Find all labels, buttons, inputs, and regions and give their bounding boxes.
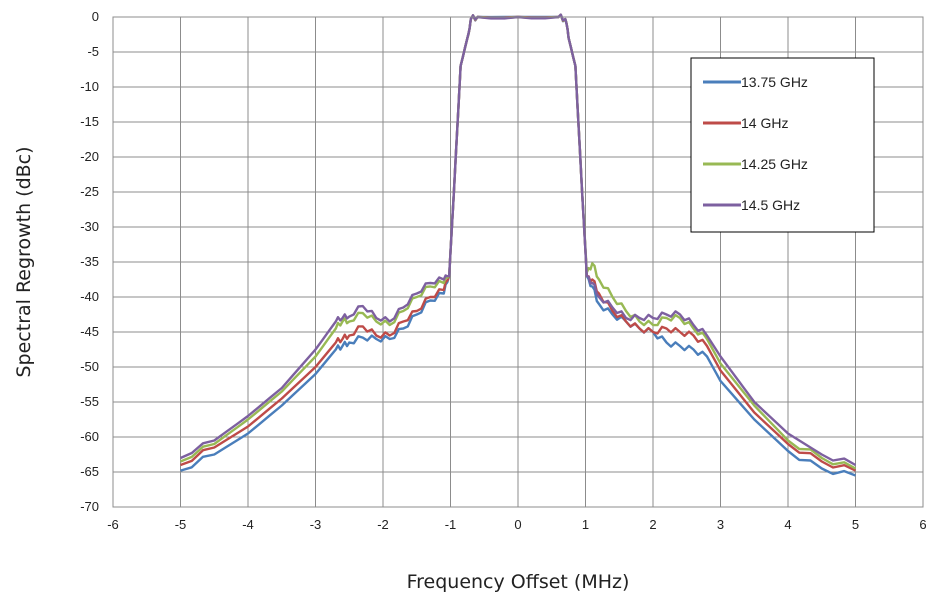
y-tick-label: -30 xyxy=(80,219,99,234)
y-tick-label: -35 xyxy=(80,254,99,269)
y-tick-label: -10 xyxy=(80,79,99,94)
y-tick-label: -5 xyxy=(87,44,99,59)
x-tick-label: -6 xyxy=(107,517,119,532)
y-tick-label: -15 xyxy=(80,114,99,129)
x-tick-label: -5 xyxy=(175,517,187,532)
x-tick-label: -2 xyxy=(377,517,389,532)
legend-label: 13.75 GHz xyxy=(741,74,808,90)
x-tick-label: -3 xyxy=(310,517,322,532)
legend-label: 14.25 GHz xyxy=(741,156,808,172)
y-tick-label: -45 xyxy=(80,324,99,339)
x-tick-label: 2 xyxy=(649,517,656,532)
y-axis-title: Spectral Regrowth (dBc) xyxy=(13,146,35,377)
x-axis-ticks: -6 -5 -4 -3 -2 -1 0 1 2 3 4 5 6 xyxy=(107,517,926,532)
y-tick-label: -60 xyxy=(80,429,99,444)
y-tick-label: -70 xyxy=(80,499,99,514)
y-tick-label: -40 xyxy=(80,289,99,304)
y-tick-label: -65 xyxy=(80,464,99,479)
y-axis-ticks: 0 -5 -10 -15 -20 -25 -30 -35 -40 -45 -50 -55 -60 -65 -… xyxy=(80,9,99,514)
legend-box xyxy=(690,57,875,233)
x-tick-label: 5 xyxy=(852,517,859,532)
legend-label: 14 GHz xyxy=(741,115,788,131)
x-tick-label: 4 xyxy=(784,517,791,532)
y-tick-label: -25 xyxy=(80,184,99,199)
x-tick-label: -1 xyxy=(445,517,457,532)
y-tick-label: -55 xyxy=(80,394,99,409)
legend-label: 14.5 GHz xyxy=(741,197,800,213)
x-tick-label: 6 xyxy=(919,517,926,532)
y-tick-label: -20 xyxy=(80,149,99,164)
legend: 13.75 GHz 14 GHz 14.25 GHz 14.5 GHz xyxy=(690,57,875,233)
x-tick-label: 0 xyxy=(514,517,521,532)
x-tick-label: 3 xyxy=(717,517,724,532)
y-tick-label: -50 xyxy=(80,359,99,374)
x-axis-title: Frequency Offset (MHz) xyxy=(407,571,630,593)
y-tick-label: 0 xyxy=(92,9,99,24)
plot-border xyxy=(112,16,924,508)
x-tick-label: 1 xyxy=(582,517,589,532)
x-tick-label: -4 xyxy=(242,517,254,532)
